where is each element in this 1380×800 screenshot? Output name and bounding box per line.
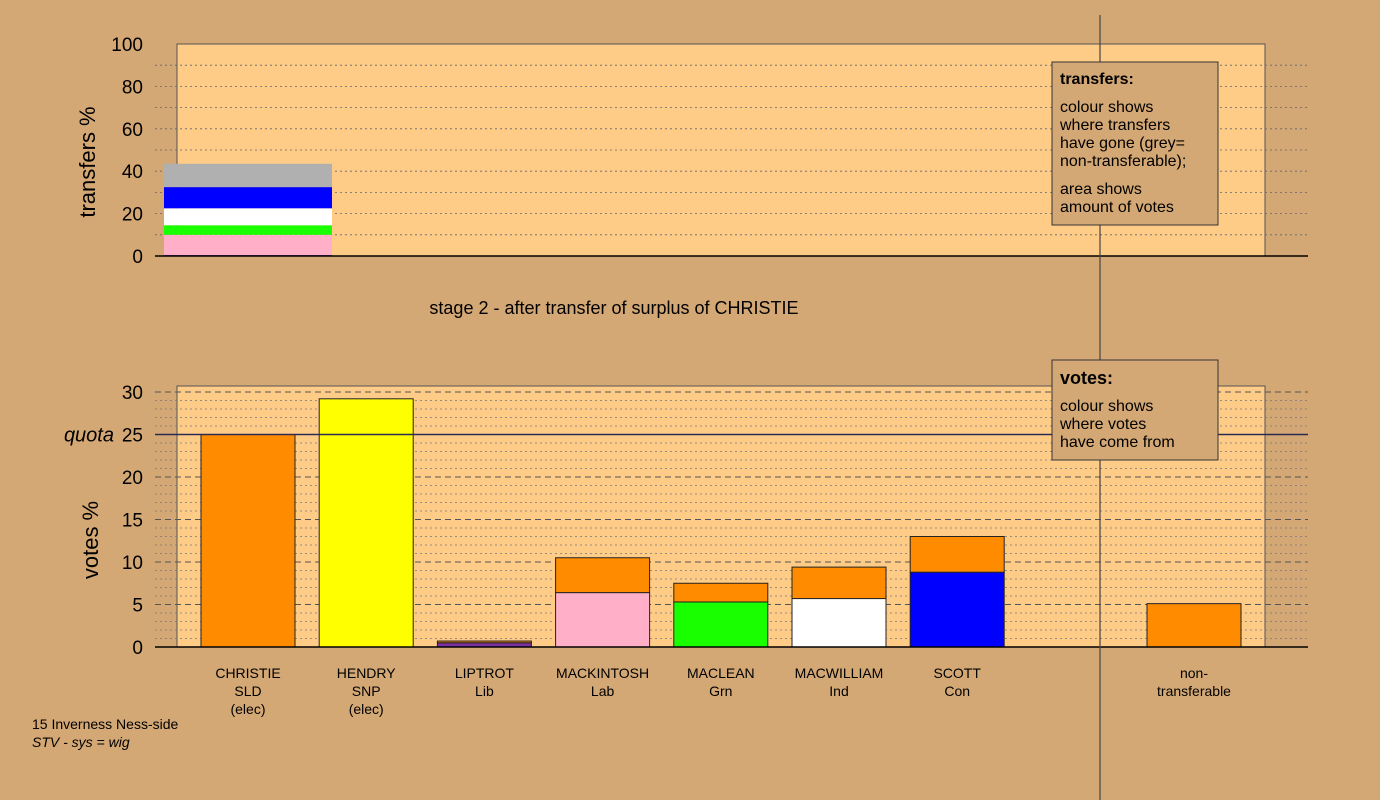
candidate-status-hendry: (elec) bbox=[349, 701, 384, 717]
candidate-name-maclean: MACLEAN bbox=[687, 665, 755, 681]
bar-segment-liptrot bbox=[436, 640, 532, 644]
transfers-y-axis-label: transfers % bbox=[75, 106, 100, 217]
votes-legend-line: where votes bbox=[1059, 416, 1146, 433]
bar-segment-maclean bbox=[673, 601, 769, 648]
votes-legend-line: have come from bbox=[1060, 434, 1175, 451]
votes-y-tick-label: 15 bbox=[122, 511, 143, 532]
votes-legend-box bbox=[1051, 359, 1219, 461]
candidate-party-mackintosh: Lab bbox=[591, 683, 615, 699]
transfers-legend-line: where transfers bbox=[1059, 117, 1170, 134]
votes-y-ticks: 0 5 10 15 20 25 30 bbox=[122, 383, 143, 659]
transfers-legend-heading: transfers: bbox=[1060, 71, 1134, 88]
candidate-name-christie: CHRISTIE bbox=[215, 665, 280, 681]
candidate-name-liptrot: LIPTROT bbox=[455, 665, 515, 681]
transfers-legend-line: area shows bbox=[1060, 181, 1142, 198]
bar-segment-mackintosh bbox=[555, 557, 651, 594]
transfers-legend-line: have gone (grey= bbox=[1060, 135, 1185, 152]
transfers-y-tick-label: 40 bbox=[122, 162, 143, 183]
candidate-party-scott: Con bbox=[944, 683, 970, 699]
transfers-legend-box bbox=[1051, 61, 1219, 226]
candidate-party-hendry: SNP bbox=[352, 683, 381, 699]
candidate-party-maclean: Grn bbox=[709, 683, 732, 699]
transfers-segment bbox=[164, 234, 332, 255]
transfers-y-ticks: 0 20 40 60 80 100 bbox=[111, 35, 143, 268]
transfers-segment bbox=[164, 225, 332, 235]
votes-bars bbox=[200, 398, 1242, 648]
bar-segment-christie bbox=[200, 434, 296, 648]
votes-legend-line: colour shows bbox=[1060, 398, 1153, 415]
transfers-y-tick-label: 20 bbox=[122, 205, 143, 226]
votes-legend-heading: votes: bbox=[1060, 368, 1113, 388]
bar-segment-hendry bbox=[318, 398, 414, 648]
votes-legend: votes: colour shows where votes have com… bbox=[1051, 359, 1219, 461]
candidate-party-macwilliam: Ind bbox=[829, 683, 848, 699]
quota-label: quota bbox=[64, 425, 114, 447]
stage-title: stage 2 - after transfer of surplus of C… bbox=[429, 298, 798, 318]
transfers-segment bbox=[164, 187, 332, 209]
votes-chart: 0 5 10 15 20 25 30 quota votes % CHRISTIE SLD (e… bbox=[64, 383, 1308, 717]
bar-segment-macwilliam bbox=[791, 566, 887, 600]
non-transferable-label: transferable bbox=[1157, 683, 1231, 699]
transfers-bar bbox=[164, 163, 332, 256]
transfers-segment bbox=[164, 163, 332, 188]
transfers-y-tick-label: 100 bbox=[111, 35, 143, 56]
votes-y-axis-label: votes % bbox=[78, 501, 103, 579]
bar-segment-macwilliam bbox=[791, 598, 887, 648]
transfers-y-tick-label: 0 bbox=[132, 247, 143, 268]
votes-y-tick-label: 0 bbox=[132, 638, 143, 659]
bar-segment-non-transferable bbox=[1146, 603, 1242, 648]
transfers-legend-line: colour shows bbox=[1060, 99, 1153, 116]
non-transferable-label: non- bbox=[1180, 665, 1208, 681]
transfers-y-tick-label: 80 bbox=[122, 77, 143, 98]
votes-y-tick-label: 30 bbox=[122, 383, 143, 404]
bar-segment-scott bbox=[909, 536, 1005, 573]
votes-y-tick-label: 5 bbox=[132, 596, 143, 617]
candidate-name-macwilliam: MACWILLIAM bbox=[795, 665, 884, 681]
candidate-labels: CHRISTIE SLD (elec) HENDRY SNP (elec) LIPTROT L… bbox=[215, 665, 1231, 717]
candidate-status-christie: (elec) bbox=[230, 701, 265, 717]
bar-segment-mackintosh bbox=[555, 592, 651, 648]
transfers-y-tick-label: 60 bbox=[122, 120, 143, 141]
transfers-segment bbox=[164, 208, 332, 226]
votes-y-tick-label: 20 bbox=[122, 468, 143, 489]
votes-y-tick-label: 25 bbox=[122, 426, 143, 447]
transfers-legend: transfers: colour shows where transfers … bbox=[1051, 61, 1219, 226]
bar-segment-scott bbox=[909, 571, 1005, 648]
candidate-name-hendry: HENDRY bbox=[337, 665, 397, 681]
candidate-party-christie: SLD bbox=[234, 683, 261, 699]
footer-system: STV - sys = wig bbox=[32, 734, 130, 750]
bar-segment-maclean bbox=[673, 582, 769, 603]
candidate-name-mackintosh: MACKINTOSH bbox=[556, 665, 649, 681]
footer-constituency: 15 Inverness Ness-side bbox=[32, 716, 179, 732]
transfers-legend-line: non-transferable); bbox=[1060, 153, 1186, 170]
candidate-party-liptrot: Lib bbox=[475, 683, 494, 699]
votes-y-tick-label: 10 bbox=[122, 553, 143, 574]
candidate-name-scott: SCOTT bbox=[933, 665, 981, 681]
transfers-legend-line: amount of votes bbox=[1060, 199, 1174, 216]
